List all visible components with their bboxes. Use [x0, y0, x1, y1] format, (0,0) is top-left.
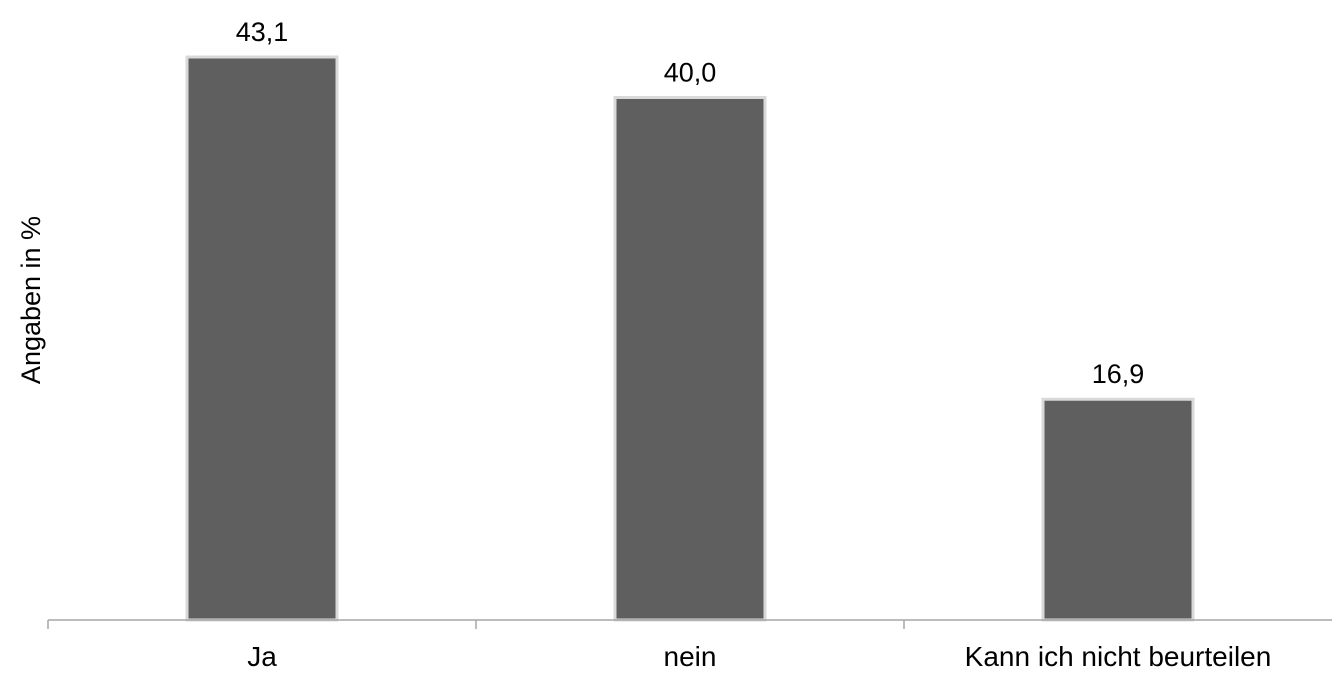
bar-nein — [613, 95, 767, 622]
value-labels-group: 43,1 40,0 16,9 — [236, 17, 1145, 389]
data-label: 43,1 — [236, 17, 289, 47]
x-tick-label: nein — [664, 641, 717, 672]
bars-group — [185, 55, 1195, 622]
y-axis-title: Angaben in % — [16, 216, 46, 384]
x-axis-labels: Ja nein Kann ich nicht beurteilen — [247, 641, 1271, 672]
bar-kann-ich-nicht-beurteilen — [1041, 397, 1195, 622]
bar-ja — [185, 55, 339, 622]
data-label: 16,9 — [1092, 359, 1145, 389]
x-axis-ticks — [47, 620, 905, 629]
x-tick-label: Kann ich nicht beurteilen — [965, 641, 1272, 672]
x-tick-label: Ja — [247, 641, 277, 672]
data-label: 40,0 — [664, 57, 717, 87]
